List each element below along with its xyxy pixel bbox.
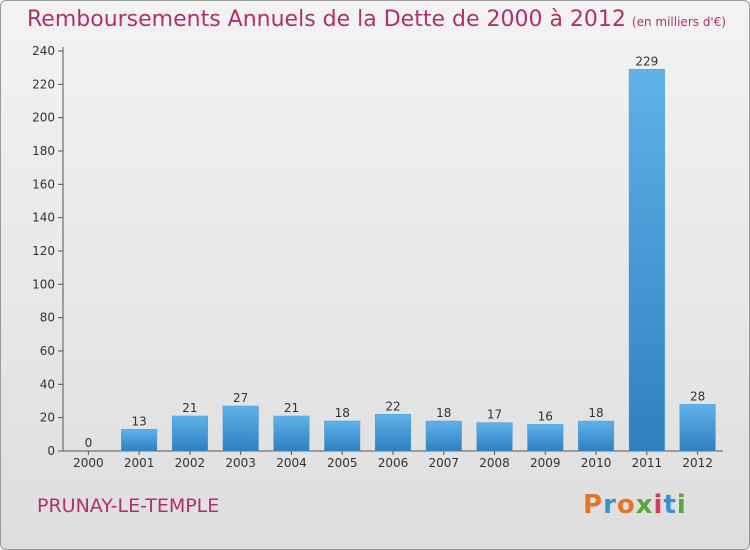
logo-letter: i <box>676 490 687 520</box>
bar <box>527 424 564 452</box>
bar <box>374 414 412 452</box>
x-tick-label: 2012 <box>682 456 713 470</box>
bar <box>578 420 615 452</box>
x-tick-label: 2004 <box>276 456 307 470</box>
x-tick-label: 2005 <box>327 456 358 470</box>
y-tick-label: 200 <box>32 111 55 125</box>
y-tick-label: 100 <box>32 277 55 291</box>
y-tick-label: 220 <box>32 77 55 91</box>
bar <box>628 69 665 452</box>
data-label: 229 <box>635 54 658 68</box>
x-tick-label: 2007 <box>428 456 459 470</box>
data-label: 18 <box>335 406 350 420</box>
data-label: 28 <box>690 389 705 403</box>
y-tick-label: 60 <box>40 344 55 358</box>
data-label: 27 <box>233 391 248 405</box>
x-tick-label: 2000 <box>73 456 104 470</box>
data-label: 13 <box>132 414 147 428</box>
y-tick-label: 40 <box>40 377 55 391</box>
x-tick-label: 2001 <box>124 456 155 470</box>
logo-letter: x <box>635 490 654 520</box>
x-tick-label: 2011 <box>632 456 663 470</box>
y-tick-label: 160 <box>32 177 55 191</box>
chart-unit: (en milliers d'€) <box>631 15 727 29</box>
data-label: 17 <box>487 408 502 422</box>
chart-bars <box>121 69 716 452</box>
logo-letter: i <box>653 490 664 520</box>
x-tick-label: 2008 <box>479 456 510 470</box>
logo-letter: r <box>603 490 617 520</box>
logo-letter: t <box>663 490 677 520</box>
logo-letter: o <box>616 490 636 520</box>
x-tick-label: 2010 <box>581 456 612 470</box>
y-tick-label: 140 <box>32 211 55 225</box>
y-tick-label: 80 <box>40 311 55 325</box>
commune-name: PRUNAY-LE-TEMPLE <box>37 495 220 517</box>
data-label: 22 <box>385 399 400 413</box>
chart-labels: 2000 0 2001 13 2002 21 2003 27 2004 21 2005 18 2006 2… <box>73 54 713 470</box>
bar <box>171 415 208 452</box>
data-label: 0 <box>85 436 93 450</box>
proxiti-logo: Proxiti <box>583 490 687 520</box>
bar <box>324 420 361 452</box>
bar <box>425 420 462 452</box>
x-tick-label: 2002 <box>175 456 206 470</box>
x-tick-label: 2009 <box>530 456 561 470</box>
data-label: 21 <box>182 401 197 415</box>
bar <box>121 429 158 452</box>
y-tick-label: 180 <box>32 144 55 158</box>
chart-title: Remboursements Annuels de la Dette de 20… <box>27 7 726 32</box>
y-tick-label: 0 <box>47 444 55 458</box>
bar <box>222 405 259 452</box>
y-tick-label: 120 <box>32 244 55 258</box>
bar <box>476 422 513 452</box>
logo-letter: P <box>583 490 604 520</box>
chart-title-text: Remboursements Annuels de la Dette de 20… <box>27 7 626 32</box>
data-label: 16 <box>538 409 553 423</box>
data-label: 18 <box>436 406 451 420</box>
bar <box>679 404 716 452</box>
y-tick-label: 20 <box>40 411 55 425</box>
y-tick-label: 240 <box>32 44 55 58</box>
data-label: 18 <box>588 406 603 420</box>
data-label: 21 <box>284 401 299 415</box>
x-tick-label: 2003 <box>225 456 256 470</box>
bar <box>273 415 310 452</box>
x-tick-label: 2006 <box>378 456 409 470</box>
